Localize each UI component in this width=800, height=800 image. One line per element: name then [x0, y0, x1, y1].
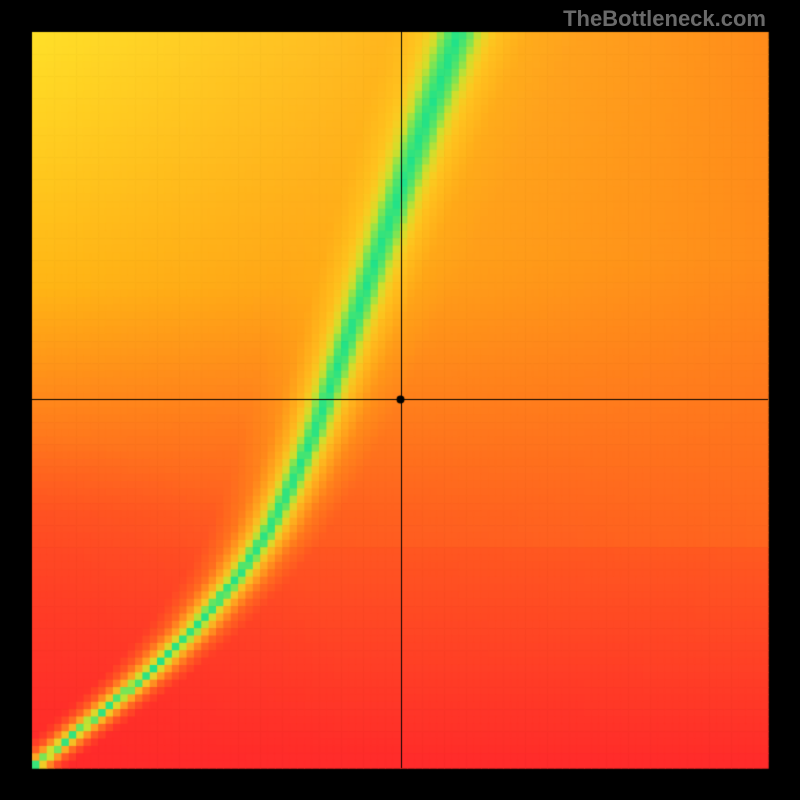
heatmap-canvas — [0, 0, 800, 800]
chart-container: TheBottleneck.com — [0, 0, 800, 800]
watermark-text: TheBottleneck.com — [563, 6, 766, 32]
